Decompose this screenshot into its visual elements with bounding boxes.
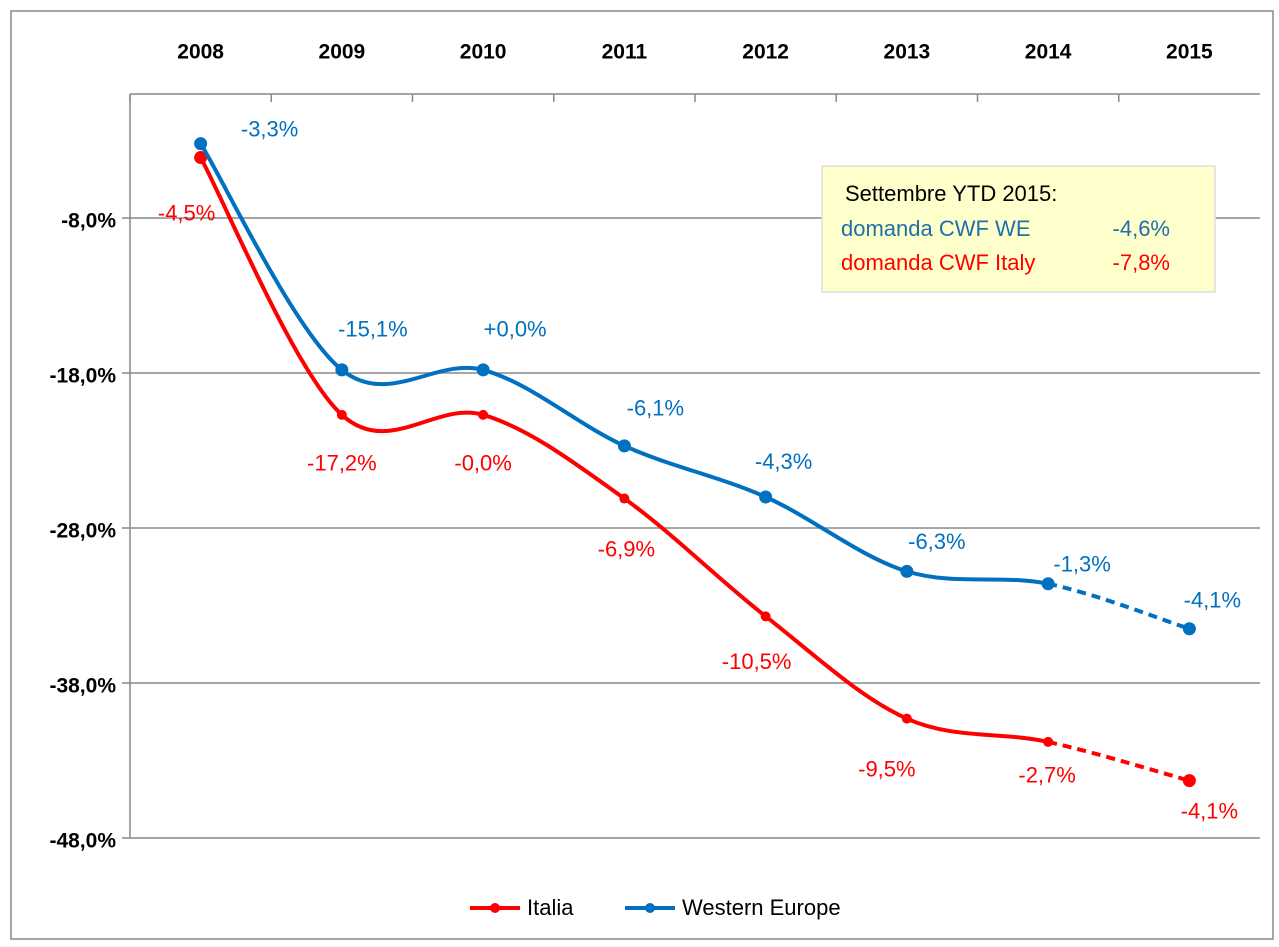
point bbox=[476, 363, 490, 377]
point-label: -6,1% bbox=[627, 396, 684, 421]
legend-label: Italia bbox=[527, 895, 574, 920]
x-tick-label: 2013 bbox=[884, 41, 931, 64]
x-tick-label: 2008 bbox=[177, 41, 224, 64]
point bbox=[1041, 577, 1055, 591]
point-label: -6,3% bbox=[908, 529, 965, 554]
x-tick-label: 2009 bbox=[319, 41, 366, 64]
x-tick-label: 2011 bbox=[602, 41, 648, 64]
point-label: -4,1% bbox=[1184, 588, 1241, 613]
x-tick-label: 2015 bbox=[1166, 41, 1213, 64]
point-label: -9,5% bbox=[858, 756, 915, 781]
point-label: -4,1% bbox=[1181, 798, 1238, 823]
annotation-text: domanda CWF Italy bbox=[841, 250, 1035, 275]
legend-marker bbox=[490, 903, 500, 913]
point bbox=[619, 493, 630, 504]
point-label: -6,9% bbox=[598, 536, 655, 561]
y-tick-label: -28,0% bbox=[49, 520, 116, 543]
point-label: -15,1% bbox=[338, 317, 408, 342]
point bbox=[760, 611, 771, 622]
point bbox=[617, 439, 631, 453]
x-tick-label: 2010 bbox=[460, 41, 507, 64]
annotation-title: Settembre YTD 2015: bbox=[845, 181, 1057, 206]
annotation-value: -4,6% bbox=[1113, 216, 1170, 241]
point bbox=[194, 137, 208, 151]
annotation-box bbox=[821, 165, 1216, 293]
x-tick-label: 2012 bbox=[742, 41, 789, 64]
point-label: -3,3% bbox=[241, 116, 298, 141]
point-label: +0,0% bbox=[484, 317, 547, 342]
point bbox=[336, 409, 347, 420]
x-tick-label: 2014 bbox=[1025, 41, 1072, 64]
point-label: -4,5% bbox=[158, 200, 215, 225]
point-label: -17,2% bbox=[307, 451, 377, 476]
series-line-dashed bbox=[1047, 739, 1190, 783]
y-tick-label: -48,0% bbox=[49, 830, 116, 853]
point-label: -10,5% bbox=[722, 649, 792, 674]
point-label: -1,3% bbox=[1053, 552, 1110, 577]
y-tick-label: -38,0% bbox=[49, 675, 116, 698]
point bbox=[1182, 774, 1196, 788]
point bbox=[1043, 736, 1054, 747]
annotation-value: -7,8% bbox=[1113, 250, 1170, 275]
point bbox=[759, 490, 773, 504]
point-label: -4,3% bbox=[755, 449, 812, 474]
y-tick-label: -8,0% bbox=[61, 210, 116, 233]
point bbox=[1182, 622, 1196, 636]
chart-border bbox=[10, 10, 1274, 940]
y-tick-label: -18,0% bbox=[49, 365, 116, 388]
series-line-dashed bbox=[1047, 581, 1190, 631]
point bbox=[901, 713, 912, 724]
point-label: -2,7% bbox=[1018, 763, 1075, 788]
annotation-text: domanda CWF WE bbox=[841, 216, 1031, 241]
point bbox=[478, 409, 489, 420]
point bbox=[335, 363, 349, 377]
legend-marker bbox=[645, 903, 655, 913]
point bbox=[194, 151, 208, 165]
point bbox=[900, 564, 914, 578]
legend-label: Western Europe bbox=[682, 895, 841, 920]
point-label: -0,0% bbox=[454, 451, 511, 476]
